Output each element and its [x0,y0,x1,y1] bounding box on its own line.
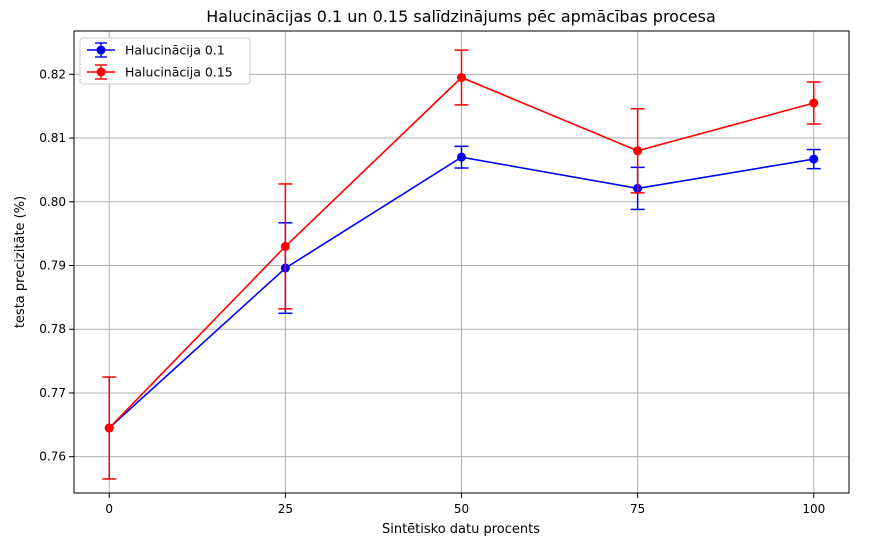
x-axis-label: Sintētisko datu procents [382,522,540,537]
legend-label: Halucinācija 0.1 [125,43,225,58]
series-2 [102,49,821,480]
x-tick-label: 25 [278,502,293,516]
y-tick-label: 0.81 [39,131,66,145]
legend-box [79,37,251,85]
y-tick-label: 0.80 [39,195,66,209]
series-layer [102,49,821,480]
data-point [104,423,114,433]
data-point [633,146,643,156]
grid [74,31,849,493]
legend-marker [96,67,106,77]
y-tick-label: 0.77 [39,386,66,400]
legend-marker [96,45,106,55]
x-tick-label: 50 [454,502,469,516]
data-point [809,154,819,164]
data-point [457,73,466,83]
y-tick-label: 0.79 [39,259,66,273]
y-tick-label: 0.78 [39,322,66,336]
chart-title: Halucinācijas 0.1 un 0.15 salīdzinājums … [206,7,716,26]
data-point [809,98,819,108]
ticks: 0 25 50 75 100 0.76 0.77 0.78 0.79 0.80 0.81 0.82 [39,67,825,516]
y-tick-label: 0.76 [39,450,66,464]
y-tick-label: 0.82 [39,67,66,81]
data-point [280,241,290,251]
legend-label: Halucinācija 0.15 [125,65,233,80]
x-tick-label: 0 [105,502,113,516]
data-point [457,152,466,162]
x-tick-label: 75 [630,502,645,516]
x-tick-label: 100 [802,502,825,516]
legend: Halucinācija 0.1 Halucinācija 0.15 [79,37,251,85]
y-axis-label: testa precizitāte (%) [13,196,28,328]
